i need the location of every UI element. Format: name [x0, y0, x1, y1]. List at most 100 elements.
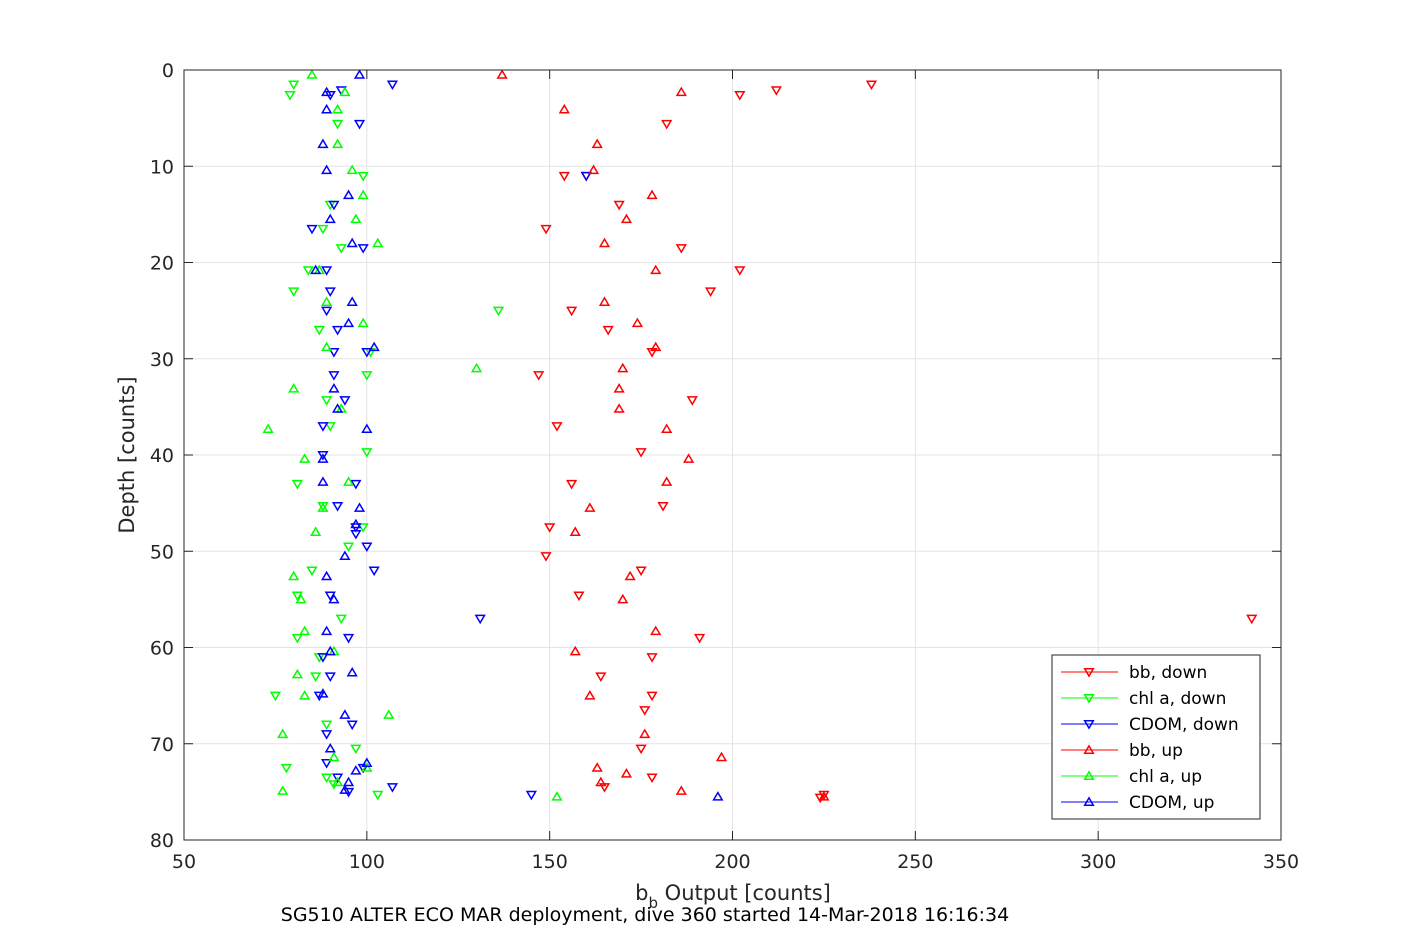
data-point — [317, 138, 329, 149]
data-point — [313, 325, 325, 336]
data-point — [357, 317, 369, 328]
data-point — [620, 213, 633, 224]
data-point — [496, 69, 508, 79]
data-point — [346, 296, 358, 306]
data-point — [331, 776, 344, 787]
data-point — [357, 244, 369, 254]
data-point — [317, 476, 329, 486]
y-tick-label: 0 — [162, 60, 174, 82]
data-point — [320, 103, 333, 114]
data-point — [350, 518, 362, 529]
data-point — [624, 570, 636, 581]
data-point — [540, 552, 552, 562]
data-marks — [262, 69, 1258, 804]
data-point — [269, 691, 282, 702]
data-point — [299, 453, 311, 463]
data-point — [368, 566, 380, 577]
data-point — [595, 776, 607, 787]
data-point — [361, 423, 373, 433]
data-point — [361, 762, 373, 772]
data-point — [280, 763, 292, 774]
data-point — [383, 709, 395, 719]
grid — [184, 70, 1281, 840]
legend-marker — [1083, 770, 1095, 780]
legend-marker — [1083, 720, 1095, 730]
data-point — [646, 189, 658, 200]
data-point — [602, 325, 614, 336]
data-point — [317, 422, 329, 432]
data-point — [683, 453, 695, 463]
data-point — [386, 80, 399, 91]
x-tick-label: 350 — [1263, 851, 1299, 873]
legend-box — [1051, 654, 1261, 820]
data-point — [1246, 614, 1258, 625]
data-point — [525, 790, 537, 801]
data-point — [639, 706, 651, 716]
data-point — [335, 244, 347, 254]
data-point — [320, 759, 333, 769]
x-tick-label: 100 — [349, 851, 385, 873]
data-point — [661, 423, 673, 433]
data-point — [584, 502, 596, 512]
y-tick-label: 40 — [150, 445, 174, 467]
data-point — [335, 614, 347, 625]
data-point — [331, 325, 344, 336]
data-point — [353, 119, 366, 130]
data-point — [339, 86, 351, 97]
data-point — [291, 591, 303, 602]
data-point — [320, 730, 333, 740]
data-point — [331, 403, 344, 413]
data-point — [320, 396, 333, 406]
data-point — [361, 371, 373, 381]
data-point — [558, 171, 570, 182]
data-point — [324, 645, 336, 656]
data-point — [650, 341, 662, 352]
data-point — [613, 403, 625, 413]
data-point — [320, 720, 333, 731]
data-point — [328, 371, 340, 381]
data-point — [320, 86, 333, 97]
data-point — [339, 396, 351, 406]
data-point — [580, 171, 592, 182]
data-point — [328, 593, 340, 604]
data-point — [492, 306, 505, 317]
legend-entry-label: CDOM, up — [1129, 793, 1214, 813]
data-point — [620, 768, 633, 778]
data-point — [299, 625, 311, 636]
y-tick-label: 30 — [150, 349, 174, 371]
data-point — [565, 479, 578, 490]
data-point — [587, 164, 600, 175]
data-point — [342, 787, 355, 798]
data-point — [712, 791, 724, 801]
data-point — [865, 80, 878, 91]
data-point — [715, 751, 728, 762]
x-tick-label: 300 — [1080, 851, 1116, 873]
legend-entry-label: CDOM, down — [1129, 715, 1239, 735]
data-point — [646, 691, 658, 702]
data-point — [613, 200, 625, 211]
data-point — [284, 91, 296, 101]
y-tick-label: 10 — [150, 156, 174, 178]
data-point — [291, 479, 303, 490]
data-point — [693, 633, 706, 644]
data-point — [631, 317, 644, 328]
data-point — [474, 614, 486, 625]
data-point — [328, 751, 340, 762]
data-point — [291, 633, 303, 644]
data-point — [320, 773, 333, 784]
data-point — [598, 296, 611, 306]
data-point — [342, 476, 355, 486]
legend-entry-label: chl a, up — [1129, 767, 1202, 787]
y-tick-label: 60 — [150, 638, 174, 660]
data-point — [331, 138, 344, 149]
data-point — [306, 69, 318, 79]
data-point — [372, 237, 384, 248]
data-point — [591, 762, 603, 772]
data-point — [317, 688, 329, 698]
data-point — [595, 672, 607, 682]
data-point — [734, 266, 746, 276]
data-point — [346, 666, 358, 677]
data-point — [353, 502, 366, 512]
data-point — [540, 224, 552, 235]
